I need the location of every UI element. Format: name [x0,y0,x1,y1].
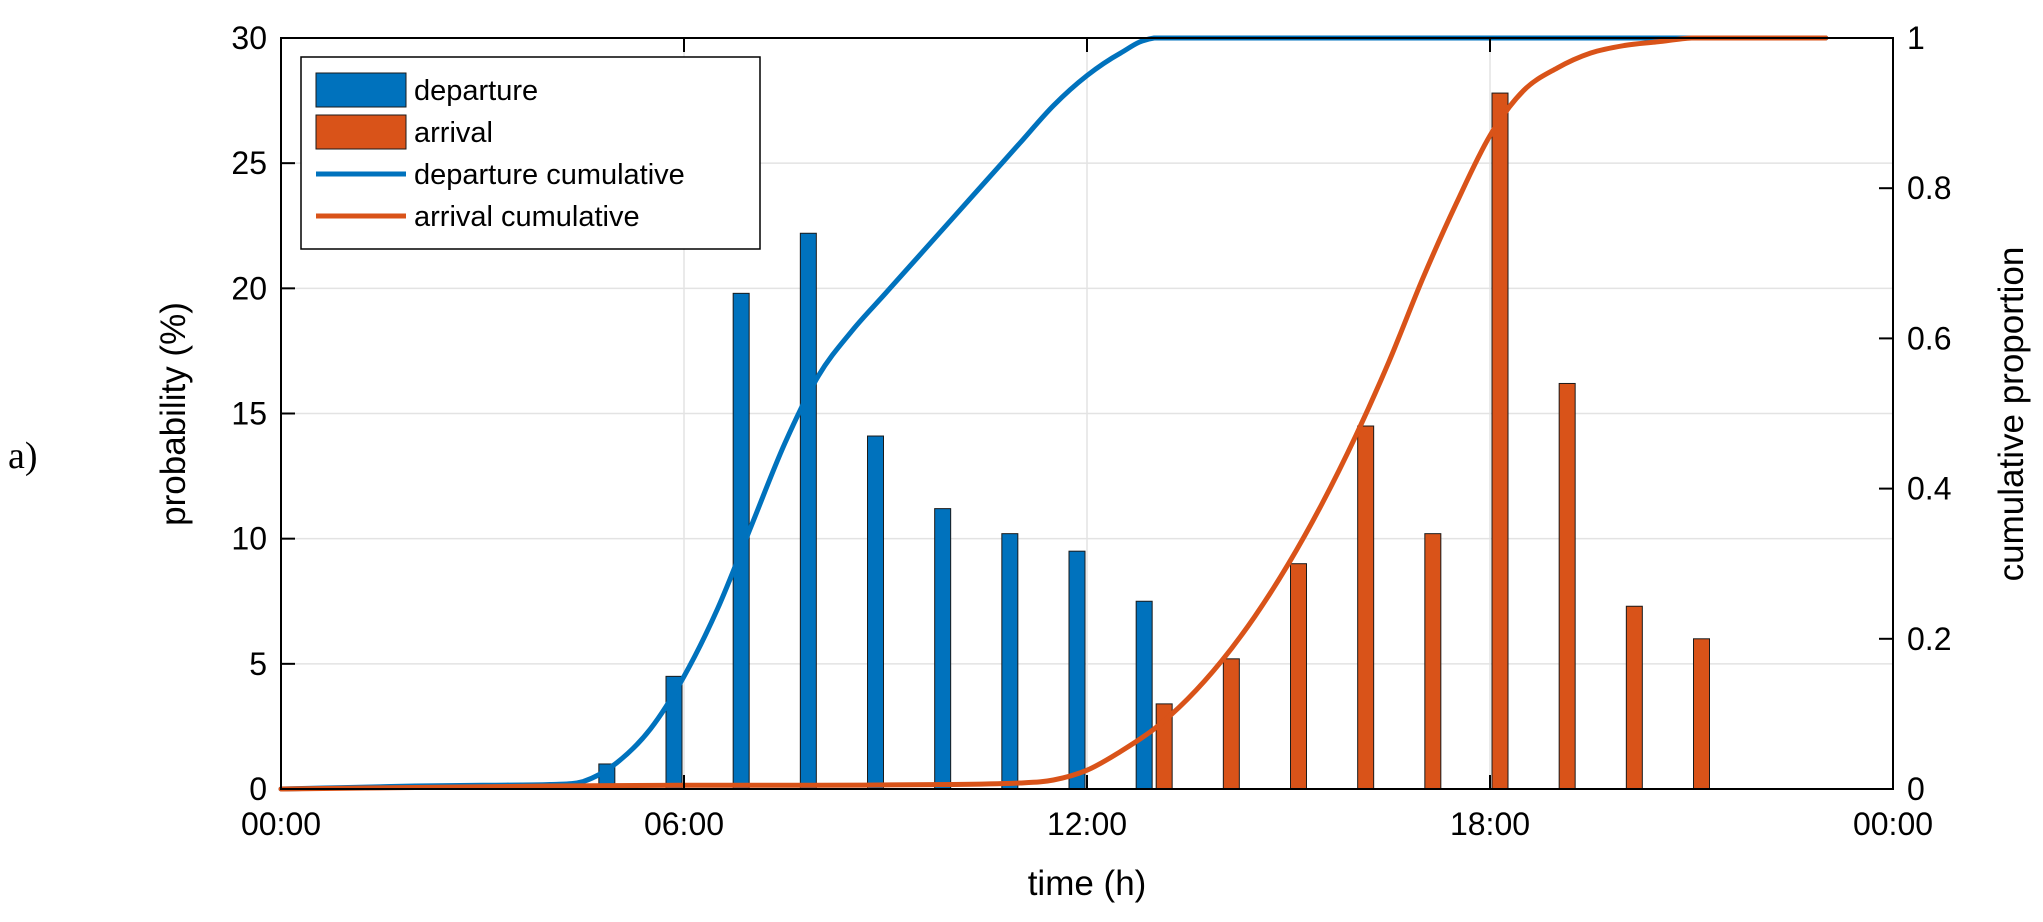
departure-bar [867,435,884,790]
y-axis-label: probability (%) [154,302,193,526]
departure-bar [1068,550,1086,790]
panel-label: a) [8,435,38,477]
departure-bar [1135,600,1153,790]
departure-bar [799,232,817,790]
arrival-bar [1491,92,1509,790]
legend-label: departure cumulative [414,159,685,191]
legend-swatch-arrival [315,114,407,150]
y2-tick-label: 0 [1907,771,1925,807]
y2-tick-label: 1 [1907,20,1925,56]
y-tick-label: 10 [231,521,267,557]
arrival-bar [1558,382,1576,790]
y2-axis-label: cumulative proportion [1992,247,2031,582]
x-tick-label: 00:00 [1853,806,1933,842]
arrival-cumulative-line [278,35,1829,792]
x-tick-label: 06:00 [644,806,724,842]
departure-bar [934,508,952,790]
arrival-bar [1222,658,1240,790]
legend-label: arrival [414,117,493,149]
y-tick-label: 30 [231,20,267,56]
legend: departure arrival departure cumulative arri… [300,56,761,250]
tick-labels: 00:00 06:00 12:00 18:00 00:0005101520253000.… [231,20,1951,842]
legend-label: departure [414,75,538,107]
arrival-bar [1424,533,1442,790]
arrival-bar [1290,563,1307,790]
y-tick-label: 20 [231,270,267,306]
axes [280,37,1894,790]
x-tick-label: 00:00 [241,806,321,842]
y-tick-label: 5 [249,646,267,682]
x-tick-label: 18:00 [1450,806,1530,842]
arrival-bar [1693,638,1710,790]
legend-label: arrival cumulative [414,201,640,233]
y2-tick-label: 0.2 [1907,621,1951,657]
y-tick-label: 0 [249,771,267,807]
arrival-bar [1357,425,1375,790]
y-tick-label: 25 [231,145,267,181]
x-tick-label: 12:00 [1047,806,1127,842]
departure-bar [1001,533,1019,790]
y2-tick-label: 0.4 [1907,471,1951,507]
y2-tick-label: 0.8 [1907,170,1951,206]
legend-swatch-departure [315,72,407,108]
y-tick-label: 15 [231,396,267,432]
bars [329,92,1710,790]
y2-tick-label: 0.6 [1907,320,1951,356]
arrival-bar [1625,605,1643,790]
x-axis-label: time (h) [1028,864,1147,903]
